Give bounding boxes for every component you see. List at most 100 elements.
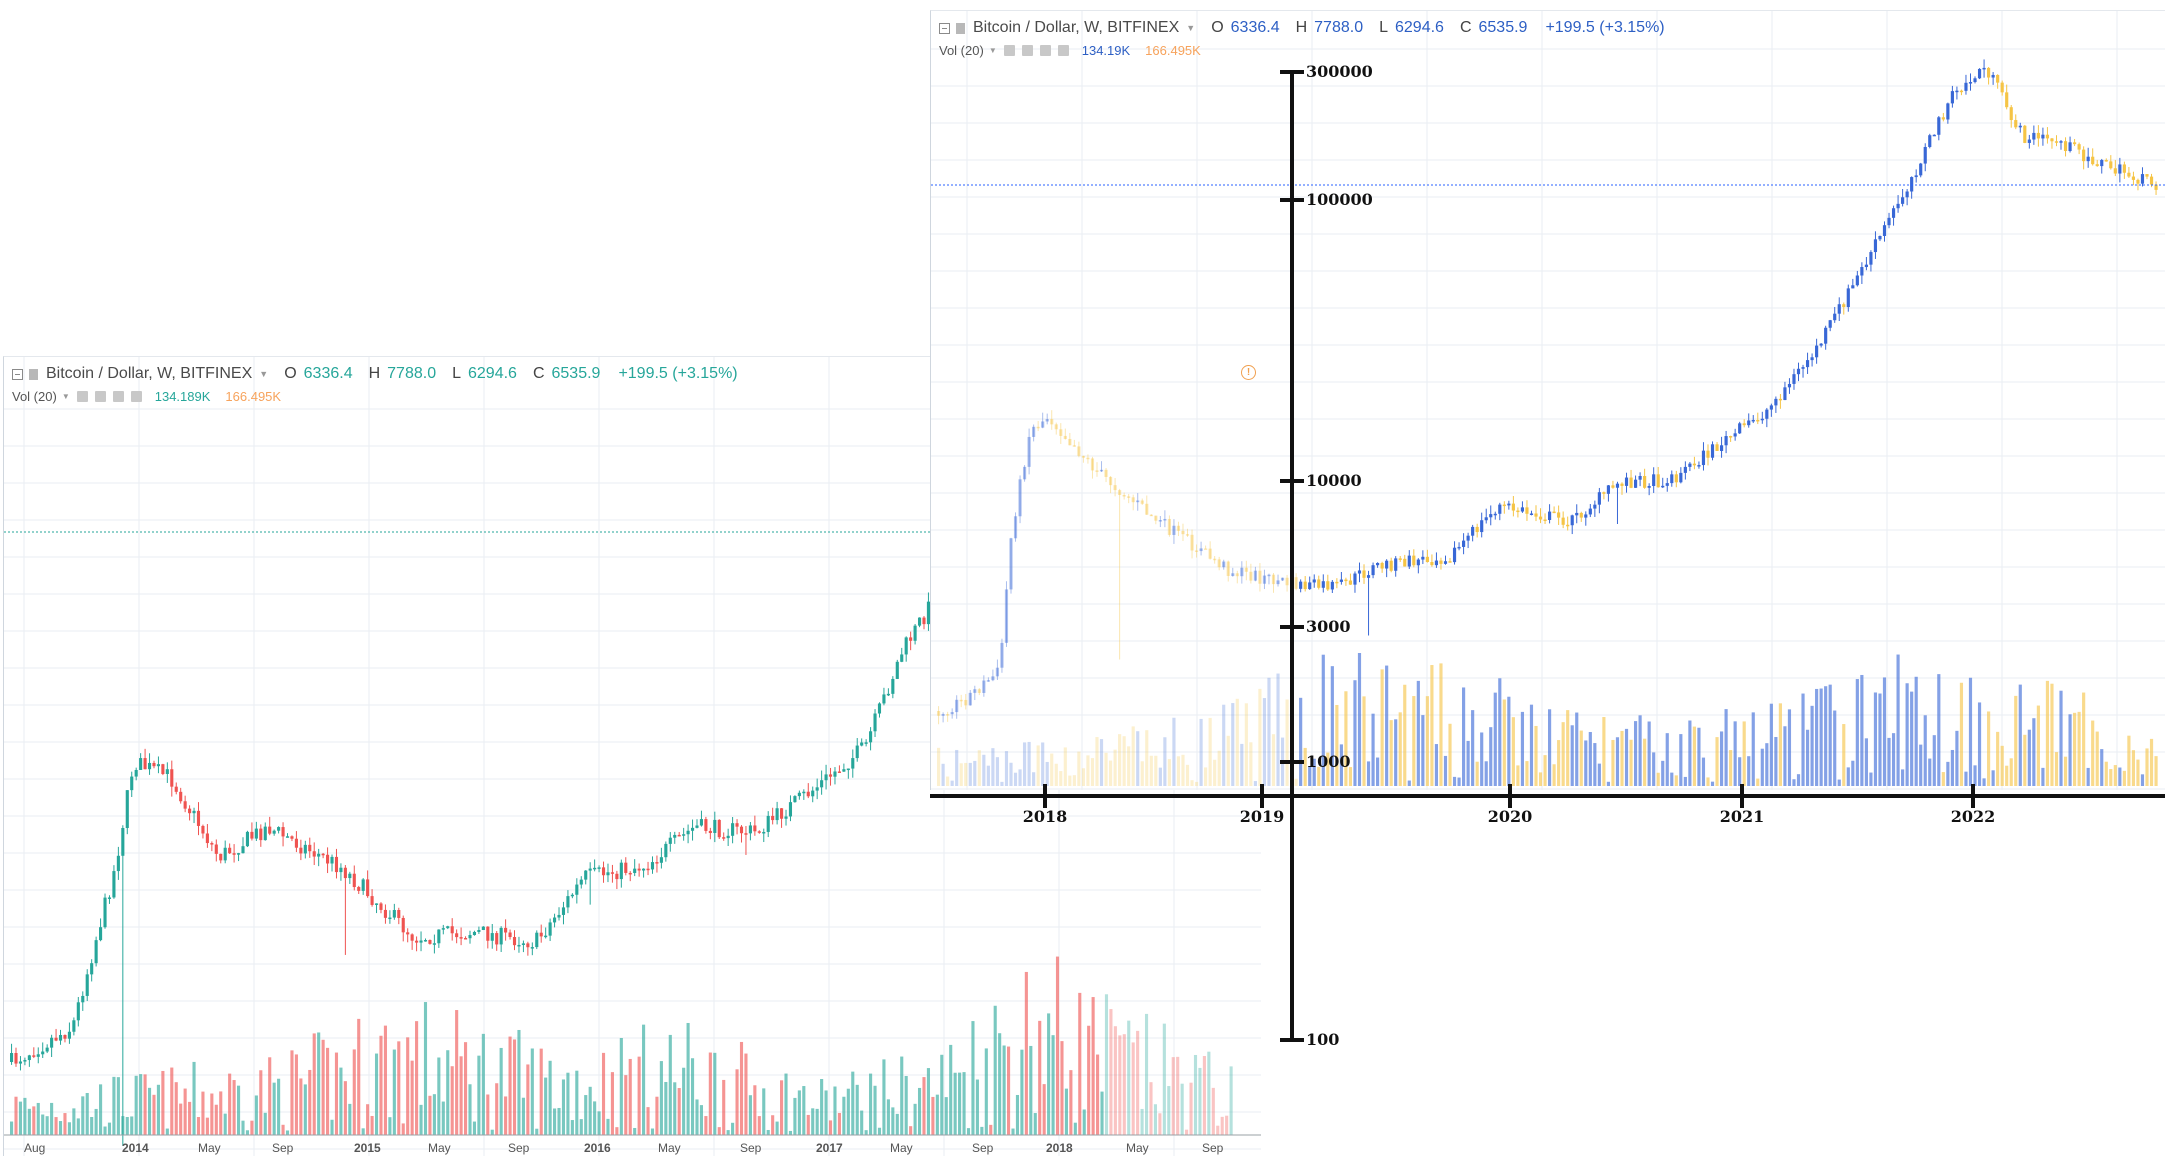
volume-bar [539, 1048, 543, 1135]
volume-bar [966, 1128, 971, 1135]
collapse-icon[interactable] [939, 22, 950, 34]
candle-body [1285, 577, 1289, 586]
volume-bar [419, 1104, 423, 1135]
dropdown-caret-icon[interactable]: ▼ [259, 369, 269, 379]
right-chart-panel[interactable]: Bitcoin / Dollar, W, BITFINEX ▼ O 6336.4… [930, 10, 2165, 790]
volume-bar [989, 1124, 993, 1135]
settings-icon[interactable] [112, 391, 124, 402]
volume-bar [597, 1111, 601, 1135]
candle-body [76, 1002, 80, 1021]
volume-bar [2005, 765, 2009, 786]
volume-bar [1042, 1084, 1046, 1135]
flag-icon[interactable] [29, 368, 38, 380]
volume-bar [941, 763, 945, 786]
volume-bar [1022, 742, 1027, 786]
candle-body [1299, 581, 1303, 589]
dropdown-caret-icon[interactable]: ▼ [1186, 23, 1196, 33]
settings-icon[interactable] [94, 391, 106, 402]
candle-body [1068, 438, 1072, 446]
legend-close-label: C [1459, 19, 1472, 36]
candle-body [1104, 469, 1108, 477]
settings-icon[interactable] [1039, 45, 1051, 56]
volume-bar [139, 1074, 143, 1135]
candle-body [170, 769, 174, 787]
left-chart-canvas[interactable]: Aug 2014 May Sep 2015 May Sep 2016 May Sep 2017 May… [4, 357, 1261, 1156]
volume-bar [401, 1123, 405, 1135]
candle-body [1833, 313, 1837, 321]
candle-body [352, 873, 356, 888]
volume-bar [2131, 750, 2136, 786]
candle-body [1697, 465, 1701, 467]
legend-title[interactable]: Bitcoin / Dollar, W, BITFINEX [973, 19, 1180, 36]
legend-change: +199.5 (+3.15%) [1545, 19, 1665, 36]
volume-bar [1837, 779, 1841, 786]
candle-body [1824, 327, 1828, 344]
volume-bar [828, 1120, 833, 1135]
settings-icon[interactable] [1021, 45, 1033, 56]
volume-bar [1113, 1026, 1117, 1135]
volume-label[interactable]: Vol (20) [12, 389, 57, 404]
close-icon[interactable] [130, 391, 142, 402]
volume-bar [584, 1095, 588, 1135]
flag-icon[interactable] [956, 22, 965, 34]
volume-bar [99, 1084, 103, 1135]
volume-bar [1778, 703, 1782, 786]
candle-body [263, 826, 267, 841]
volume-bar [1584, 740, 1588, 786]
volume-bar [1167, 1086, 1171, 1135]
volume-bar [27, 1108, 31, 1135]
candle-body [664, 843, 668, 858]
collapse-icon[interactable] [12, 368, 23, 380]
close-icon[interactable] [1057, 45, 1069, 56]
volume-bar [1724, 709, 1728, 786]
right-chart-canvas[interactable] [931, 11, 2165, 790]
settings-icon[interactable] [76, 391, 88, 402]
candle-body [1398, 558, 1402, 560]
volume-bar [254, 1095, 258, 1135]
legend-close-label: C [532, 365, 545, 382]
candle-body [1901, 197, 1905, 204]
volume-bar [873, 1085, 877, 1135]
volume-bar [991, 748, 995, 786]
candle-body [2127, 172, 2131, 177]
candle-body [833, 771, 837, 777]
volume-bar [36, 1102, 40, 1135]
candle-body [917, 617, 922, 626]
candle-body [348, 873, 352, 879]
candle-body [860, 742, 864, 746]
volume-bar [1394, 719, 1398, 786]
volume-bar [1901, 769, 1905, 786]
candle-body [815, 787, 819, 791]
candle-body [1891, 208, 1896, 218]
candle-body [281, 827, 285, 837]
candle-body [708, 830, 712, 833]
volume-bar [1144, 1013, 1149, 1135]
dropdown-caret-icon[interactable]: ▼ [988, 46, 997, 55]
volume-bar [334, 1052, 339, 1135]
candle-body [964, 699, 968, 706]
legend-title[interactable]: Bitcoin / Dollar, W, BITFINEX [46, 365, 253, 382]
volume-bar [1024, 971, 1028, 1135]
dropdown-caret-icon[interactable]: ▼ [61, 392, 70, 401]
candle-body [1366, 575, 1371, 578]
candle-body [1579, 512, 1583, 518]
volume-bar [477, 1055, 481, 1135]
candle-body [486, 926, 490, 941]
warning-icon[interactable]: ! [1241, 365, 1256, 380]
volume-bar [14, 1096, 18, 1135]
volume-bar [1561, 722, 1565, 786]
candle-body [1778, 398, 1782, 401]
candle-body [1864, 264, 1868, 268]
volume-bar [984, 1048, 988, 1135]
candle-body [1842, 304, 1846, 308]
volume-bar [1557, 740, 1561, 786]
settings-icon[interactable] [1003, 45, 1015, 56]
candle-body [1371, 565, 1375, 576]
candle-body [766, 815, 770, 832]
volume-label[interactable]: Vol (20) [939, 43, 984, 58]
volume-bar [1104, 752, 1108, 786]
volume-bar [1153, 1104, 1157, 1135]
candle-body [374, 903, 379, 905]
time-tick-label: May [428, 1141, 451, 1155]
volume-bar [1665, 733, 1669, 786]
